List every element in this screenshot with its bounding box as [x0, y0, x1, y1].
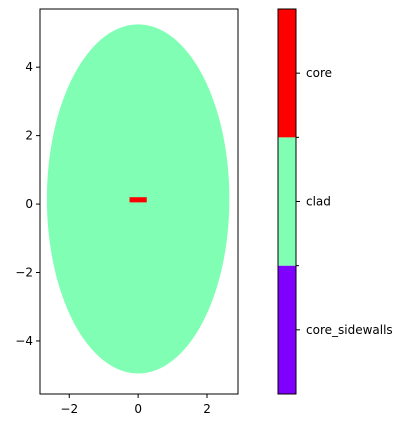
y-tick-label: 2 — [25, 129, 33, 143]
x-tick-label: 2 — [203, 402, 211, 416]
y-tick-label: 0 — [25, 197, 33, 211]
colorbar-swatch-core — [278, 9, 296, 138]
colorbar-swatch-core_sidewalls — [278, 265, 296, 394]
colorbar-label: clad — [306, 195, 331, 209]
y-tick-label: 4 — [25, 60, 33, 74]
colorbar-label: core_sidewalls — [306, 323, 393, 337]
colorbar-label: core — [306, 66, 332, 80]
plot-area: −2 0 2 −4 −2 0 2 4 — [15, 8, 239, 416]
y-tick-label: −2 — [15, 266, 33, 280]
y-tick-label: −4 — [15, 334, 33, 348]
colorbar-swatch-clad — [278, 137, 296, 266]
x-tick-label: −2 — [60, 402, 78, 416]
colorbar-frame — [277, 8, 297, 395]
x-tick-label: 0 — [134, 402, 142, 416]
colorbar: core_sidewalls clad core — [277, 8, 393, 395]
axes-frame — [39, 8, 239, 395]
region-core — [129, 197, 147, 203]
